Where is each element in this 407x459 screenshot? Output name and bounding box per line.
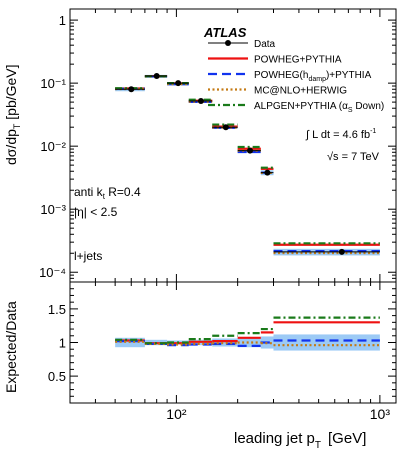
data-point — [128, 86, 135, 93]
x-axis-label: leading jet pT [GeV] — [234, 430, 366, 451]
ticks: 10² 10³ 1 10⁻¹ 10⁻² 10⁻³ 10⁻⁴ 1.5 1 0.5 — [39, 9, 396, 422]
y-tick-label-top: 10⁻⁴ — [39, 265, 66, 280]
ratio-panel-series — [115, 316, 380, 347]
y-tick-label-top: 1 — [59, 13, 66, 28]
y-tick-label-top: 10⁻² — [40, 139, 66, 154]
data-point — [175, 80, 182, 87]
legend-entry-label: ALPGEN+PYTHIA (αS Down) — [254, 101, 384, 114]
top-panel-series — [115, 72, 380, 255]
ratio-uncertainty-band — [212, 338, 238, 347]
legend-entry-label: Data — [254, 39, 276, 50]
atlas-label: ATLAS — [203, 25, 247, 40]
x-tick-label: 10² — [166, 406, 187, 422]
data-point — [338, 248, 345, 255]
y-tick-label-ratio: 0.5 — [48, 369, 66, 384]
y-tick-label-ratio: 1 — [59, 336, 66, 351]
data-point — [197, 98, 204, 105]
data-point — [247, 147, 254, 154]
eta-cut-label: |η| < 2.5 — [74, 205, 118, 219]
y-axis-label-ratio: Expected/Data — [3, 301, 19, 393]
legend-entry-label: POWHEG+PYTHIA — [254, 55, 342, 66]
labels: ATLAS dσ/dpT [pb/GeV] Expected/Data lead… — [3, 25, 380, 451]
legend-marker-data — [225, 40, 231, 46]
y-tick-label-top: 10⁻¹ — [40, 76, 66, 91]
ratio-uncertainty-band — [273, 334, 380, 351]
y-tick-label-top: 10⁻³ — [40, 202, 66, 217]
legend-entry-label: POWHEG(hdamp)+PYTHIA — [254, 70, 372, 83]
y-axis-label-top: dσ/dpT [pb/GeV] — [3, 64, 22, 165]
x-tick-label: 10³ — [370, 406, 391, 422]
ratio-uncertainty-band — [237, 337, 261, 348]
data-point — [153, 72, 160, 79]
channel-label: l+jets — [74, 249, 102, 263]
jet-algorithm-label: anti kt R=0.4 — [74, 185, 141, 201]
top-panel-frame — [69, 8, 397, 283]
data-point — [264, 169, 271, 176]
legend-entry-label: MC@NLO+HERWIG — [254, 86, 347, 97]
sqrt-s-label: √s = 7 TeV — [327, 151, 380, 163]
legend: Data POWHEG+PYTHIA POWHEG(hdamp)+PYTHIA MC@… — [208, 39, 384, 114]
data-point — [222, 124, 229, 131]
luminosity-label: ∫ L dt = 4.6 fb-1 — [305, 128, 376, 141]
y-tick-label-ratio: 1.5 — [48, 302, 66, 317]
